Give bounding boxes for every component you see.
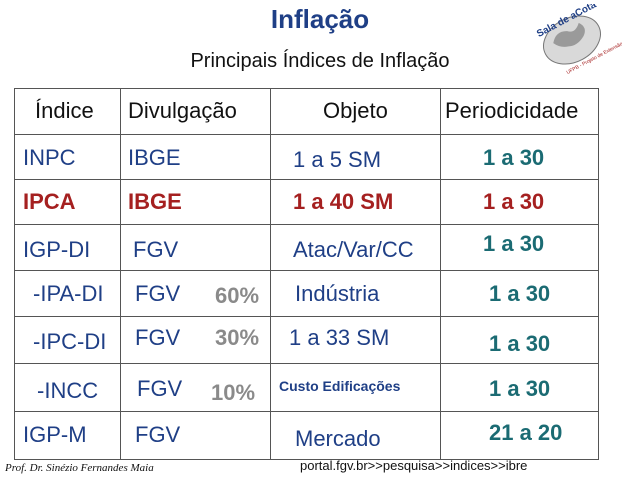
table-cell: FGV xyxy=(120,224,271,271)
table-cell: 1 a 30 xyxy=(440,134,599,180)
weight-label: 10% xyxy=(211,380,256,405)
table-row: IGP-M FGV Mercado 21 a 20 xyxy=(14,411,599,460)
table-cell: IPCA xyxy=(14,179,121,225)
table-cell: FGV 60% xyxy=(120,270,271,317)
slide-subtitle: Principais Índices de Inflação xyxy=(190,50,450,72)
table-cell: Indústria xyxy=(270,270,441,317)
header-cell: Objeto xyxy=(270,88,441,135)
table-row: IPCA IBGE 1 a 40 SM 1 a 30 xyxy=(14,179,599,225)
table-cell: 1 a 30 xyxy=(440,363,599,412)
table-cell: FGV 10% xyxy=(120,363,271,412)
table-cell: 1 a 5 SM xyxy=(270,134,441,180)
table-cell: -IPC-DI xyxy=(14,316,121,364)
table-header-row: Índice Divulgação Objeto Periodicidade xyxy=(14,88,599,135)
table-cell: 1 a 30 xyxy=(440,270,599,317)
table-cell: Custo Edificações xyxy=(270,363,441,412)
inflation-indices-table: Índice Divulgação Objeto Periodicidade I… xyxy=(14,88,599,460)
table-cell: IGP-M xyxy=(14,411,121,460)
table-cell: 1 a 30 xyxy=(440,224,599,271)
table-row: INPC IBGE 1 a 5 SM 1 a 30 xyxy=(14,134,599,180)
table-row: -IPC-DI FGV 30% 1 a 33 SM 1 a 30 xyxy=(14,316,599,364)
table-cell: 1 a 33 SM xyxy=(270,316,441,364)
table-cell: FGV xyxy=(120,411,271,460)
table-cell: 21 a 20 xyxy=(440,411,599,460)
table-cell: IGP-DI xyxy=(14,224,121,271)
table-cell: 1 a 40 SM xyxy=(270,179,441,225)
table-cell: IBGE xyxy=(120,179,271,225)
table-row: -INCC FGV 10% Custo Edificações 1 a 30 xyxy=(14,363,599,412)
table-cell: INPC xyxy=(14,134,121,180)
slide-title: Inflação xyxy=(270,4,370,34)
table-cell: -IPA-DI xyxy=(14,270,121,317)
table-cell: Mercado xyxy=(270,411,441,460)
table-cell: -INCC xyxy=(14,363,121,412)
sala-de-acota-logo: Sala de aCota UFPB - Projeto de Extensão xyxy=(535,4,622,76)
table-row: -IPA-DI FGV 60% Indústria 1 a 30 xyxy=(14,270,599,317)
header-cell: Divulgação xyxy=(120,88,271,135)
header-cell: Periodicidade xyxy=(440,88,599,135)
weight-label: 60% xyxy=(215,283,260,308)
table-cell: Atac/Var/CC xyxy=(270,224,441,271)
weight-label: 30% xyxy=(215,325,260,350)
author-credit: Prof. Dr. Sinézio Fernandes Maia xyxy=(5,462,154,474)
table-cell: 1 a 30 xyxy=(440,316,599,364)
table-cell: IBGE xyxy=(120,134,271,180)
table-cell: 1 a 30 xyxy=(440,179,599,225)
header-cell: Índice xyxy=(14,88,121,135)
table-row: IGP-DI FGV Atac/Var/CC 1 a 30 xyxy=(14,224,599,271)
source-link[interactable]: portal.fgv.br>>pesquisa>>indices>>ibre xyxy=(300,458,528,473)
table-cell: FGV 30% xyxy=(120,316,271,364)
